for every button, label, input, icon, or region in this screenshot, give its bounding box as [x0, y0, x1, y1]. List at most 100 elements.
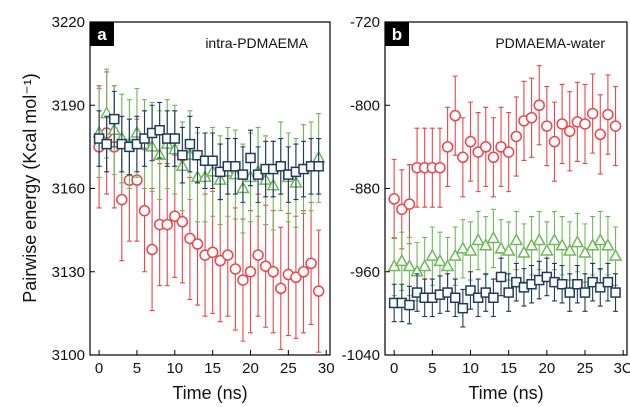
y-axis-title: Pairwise energy (Kcal mol⁻¹)	[20, 73, 40, 303]
data-point-circle	[146, 243, 158, 256]
panel-b-y-tick-label: -960	[350, 264, 380, 281]
data-point-square	[184, 138, 196, 150]
panel-a-series-circle	[93, 71, 325, 353]
data-point-triangle	[555, 238, 569, 251]
data-point-triangle	[479, 238, 493, 251]
data-point-square	[495, 271, 507, 283]
data-point-triangle	[448, 248, 463, 261]
data-point-square	[131, 138, 143, 150]
data-point-square	[564, 287, 575, 298]
data-point-circle	[487, 151, 500, 164]
data-point-triangle	[517, 245, 531, 258]
panel-b: 0 5 10 15 20 25 3C -1040 -960 -880 -800 -720 b PDMA…	[342, 14, 630, 403]
data-point-circle	[441, 141, 454, 153]
data-point-triangle	[494, 241, 508, 254]
data-point-square	[214, 166, 226, 178]
panel-a: 0 5 10 15 20 25 30 3100 3130 3160 3190 3220 a intra…	[52, 14, 335, 403]
data-point-triangle	[601, 238, 615, 251]
panel-a-x-tick-label: 5	[133, 360, 141, 377]
panel-a-letter-box	[90, 22, 114, 46]
data-point-circle	[237, 274, 249, 286]
data-point-circle	[533, 99, 545, 111]
data-point-triangle	[456, 241, 470, 254]
data-point-square	[572, 278, 583, 290]
data-point-triangle	[395, 253, 409, 267]
data-point-circle	[586, 107, 599, 120]
data-point-circle	[502, 146, 515, 158]
data-point-square	[275, 161, 287, 172]
data-point-triangle	[578, 245, 592, 258]
data-point-circle	[541, 120, 553, 132]
data-point-circle	[579, 118, 591, 130]
data-point-square	[230, 161, 241, 172]
panel-a-x-tick-label: 10	[166, 360, 183, 377]
panel-b-y-tick-label: -720	[350, 14, 380, 31]
data-point-square	[465, 285, 476, 296]
panel-a-letter: a	[97, 25, 107, 44]
data-point-circle	[191, 238, 204, 250]
panel-b-x-axis-title: Time (ns)	[468, 383, 543, 403]
data-point-circle	[206, 246, 219, 259]
data-point-circle	[563, 125, 576, 138]
data-point-circle	[464, 135, 477, 148]
data-point-square	[610, 287, 621, 298]
data-point-square	[503, 287, 514, 298]
data-point-triangle	[570, 235, 585, 248]
data-point-circle	[594, 128, 607, 141]
data-point-circle	[396, 203, 408, 216]
panel-b-x-tick-label: 3C	[614, 360, 630, 377]
panel-a-x-tick-label: 15	[204, 360, 221, 377]
panel-a-y-tick-label: 3190	[52, 97, 85, 114]
data-point-circle	[267, 266, 279, 278]
panel-a-series-square	[93, 90, 324, 203]
panel-a-title: intra-PDMAEMA	[205, 35, 308, 51]
panel-a-x-tick-label: 30	[318, 360, 335, 377]
panel-b-letter: b	[392, 25, 402, 44]
data-point-circle	[449, 109, 461, 122]
panel-a-plot-frame	[89, 21, 331, 356]
data-point-triangle	[547, 232, 562, 246]
panel-a-marks	[92, 68, 326, 353]
data-point-square	[207, 155, 218, 166]
data-point-circle	[457, 151, 469, 164]
data-point-circle	[312, 285, 325, 297]
panel-b-ticks: 0 5 10 15 20 25 3C -1040 -960 -880 -800 -720	[342, 14, 630, 377]
panel-b-title: PDMAEMA-water	[495, 35, 605, 51]
data-point-circle	[290, 271, 302, 284]
panel-b-x-tick-label: 15	[500, 360, 517, 377]
data-point-circle	[548, 135, 561, 148]
data-point-triangle	[486, 230, 501, 244]
panel-a-y-tick-label: 3160	[52, 181, 85, 198]
data-point-circle	[434, 161, 446, 174]
data-point-triangle	[608, 248, 623, 261]
data-point-triangle	[501, 243, 516, 256]
data-point-square	[252, 169, 264, 180]
panel-b-y-tick-label: -800	[350, 97, 380, 114]
data-point-circle	[472, 146, 484, 158]
data-point-circle	[161, 218, 173, 231]
data-point-square	[313, 161, 324, 172]
panel-b-series-circle	[388, 65, 622, 250]
data-point-triangle	[425, 248, 440, 261]
data-point-circle	[602, 108, 614, 121]
data-point-circle	[244, 266, 257, 278]
panel-a-x-tick-label: 20	[242, 360, 259, 377]
panel-b-x-tick-label: 5	[428, 360, 436, 377]
data-point-triangle	[471, 232, 485, 246]
data-point-square	[108, 113, 120, 125]
data-point-square	[139, 133, 150, 144]
panel-a-y-tick-label: 3220	[52, 14, 85, 31]
data-point-circle	[184, 232, 196, 245]
panel-a-y-tick-label: 3130	[52, 264, 85, 281]
data-point-square	[457, 302, 469, 314]
panel-a-y-tick-label: 3100	[52, 347, 85, 364]
data-point-circle	[480, 141, 492, 153]
panel-a-ticks: 0 5 10 15 20 25 30 3100 3130 3160 3190 3220	[52, 14, 335, 377]
panel-b-series-square	[388, 257, 621, 328]
data-point-triangle	[433, 253, 447, 267]
data-point-circle	[138, 204, 151, 217]
data-point-square	[488, 292, 499, 304]
panel-b-x-tick-label: 20	[538, 360, 555, 377]
panel-a-x-tick-label: 25	[280, 360, 297, 377]
data-point-circle	[556, 118, 568, 130]
